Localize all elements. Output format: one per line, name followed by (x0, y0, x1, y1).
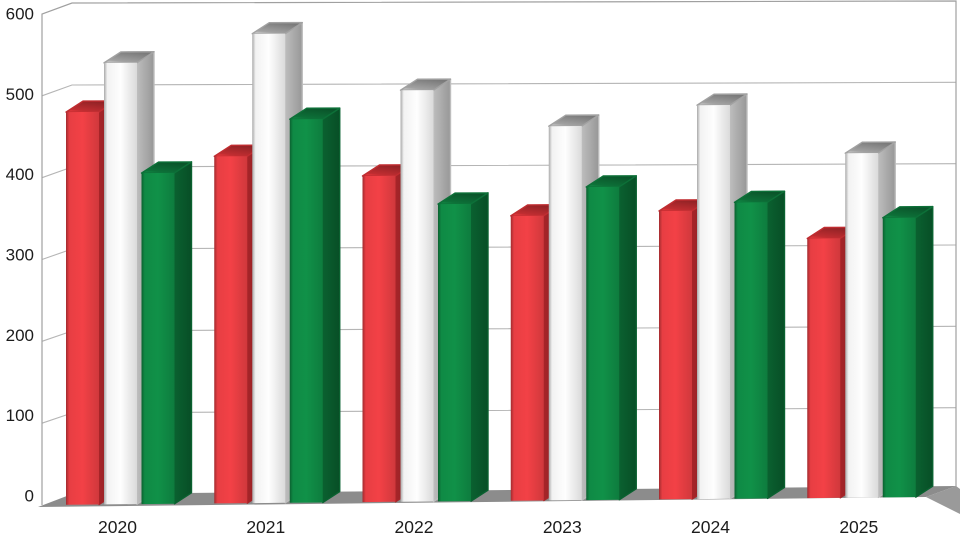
bar-2022-red-front-face (362, 175, 396, 503)
y-tick-label-300: 300 (6, 245, 34, 264)
bar-2025-green-side-face (915, 205, 934, 498)
y-tick-label-100: 100 (6, 406, 34, 425)
x-label-2021: 2021 (246, 517, 285, 535)
bar-2023-green (585, 175, 637, 501)
bar-2020-white-front-face (104, 62, 137, 505)
bar-2022-green-side-face (470, 192, 489, 502)
bar-group-2024 (658, 93, 786, 500)
chart-floor-right-side (926, 486, 960, 514)
x-label-2023: 2023 (543, 517, 582, 535)
x-label-2025: 2025 (839, 517, 878, 535)
bar-2021-green-front-face (289, 119, 323, 503)
x-label-2020: 2020 (98, 517, 137, 535)
bar-2023-green-front-face (586, 186, 620, 501)
bar-2020-red-front-face (66, 111, 99, 505)
bar-2025-green (882, 205, 934, 498)
bar-2020-green-front-face (141, 172, 175, 505)
bar-2022-green (437, 192, 489, 502)
bar-group-2021 (213, 21, 341, 504)
bar-2021-green-side-face (322, 107, 341, 504)
bar-2024-green-front-face (734, 202, 768, 499)
bar-2023-white-front-face (548, 126, 582, 501)
bar-2020-green-side-face (173, 161, 193, 505)
bar-2021-red-front-face (214, 156, 248, 504)
bar-2020-green-top-face (140, 161, 193, 174)
bar-2020-white-top-face (103, 51, 155, 64)
gridline-500 (41, 81, 957, 97)
bar-2024-green (733, 190, 786, 500)
bar-2024-white-front-face (697, 105, 730, 500)
bar-2021-white-front-face (252, 33, 286, 504)
bar-2021-white-top-face (251, 21, 303, 35)
bar-2024-green-side-face (766, 190, 786, 500)
y-tick-label-400: 400 (6, 165, 34, 184)
y-tick-label-0: 0 (25, 486, 34, 505)
x-label-2022: 2022 (395, 517, 434, 535)
bar-2025-white-front-face (845, 153, 879, 498)
bar-2023-green-side-face (618, 175, 637, 501)
bar-2022-white-front-face (400, 90, 434, 502)
bar-2022-green-top-face (437, 192, 489, 205)
bar-group-2023 (510, 114, 637, 502)
bar-group-2022 (361, 78, 489, 503)
bar-2025-red-front-face (807, 238, 841, 499)
bar-group-2020 (65, 51, 193, 506)
bar-2020-green (140, 161, 193, 505)
bar-2023-red-front-face (510, 215, 544, 501)
x-label-2024: 2024 (691, 517, 730, 535)
bar-2025-green-front-face (882, 217, 916, 498)
bar-group-2025 (806, 141, 934, 499)
y-tick-label-600: 600 (6, 4, 34, 23)
bar-2024-red-front-face (659, 210, 692, 500)
y-tick-label-500: 500 (6, 85, 34, 104)
y-tick-label-200: 200 (6, 326, 34, 345)
bar-2022-green-front-face (438, 203, 471, 502)
wall-edges (41, 0, 957, 505)
bar-2021-green (289, 107, 341, 504)
